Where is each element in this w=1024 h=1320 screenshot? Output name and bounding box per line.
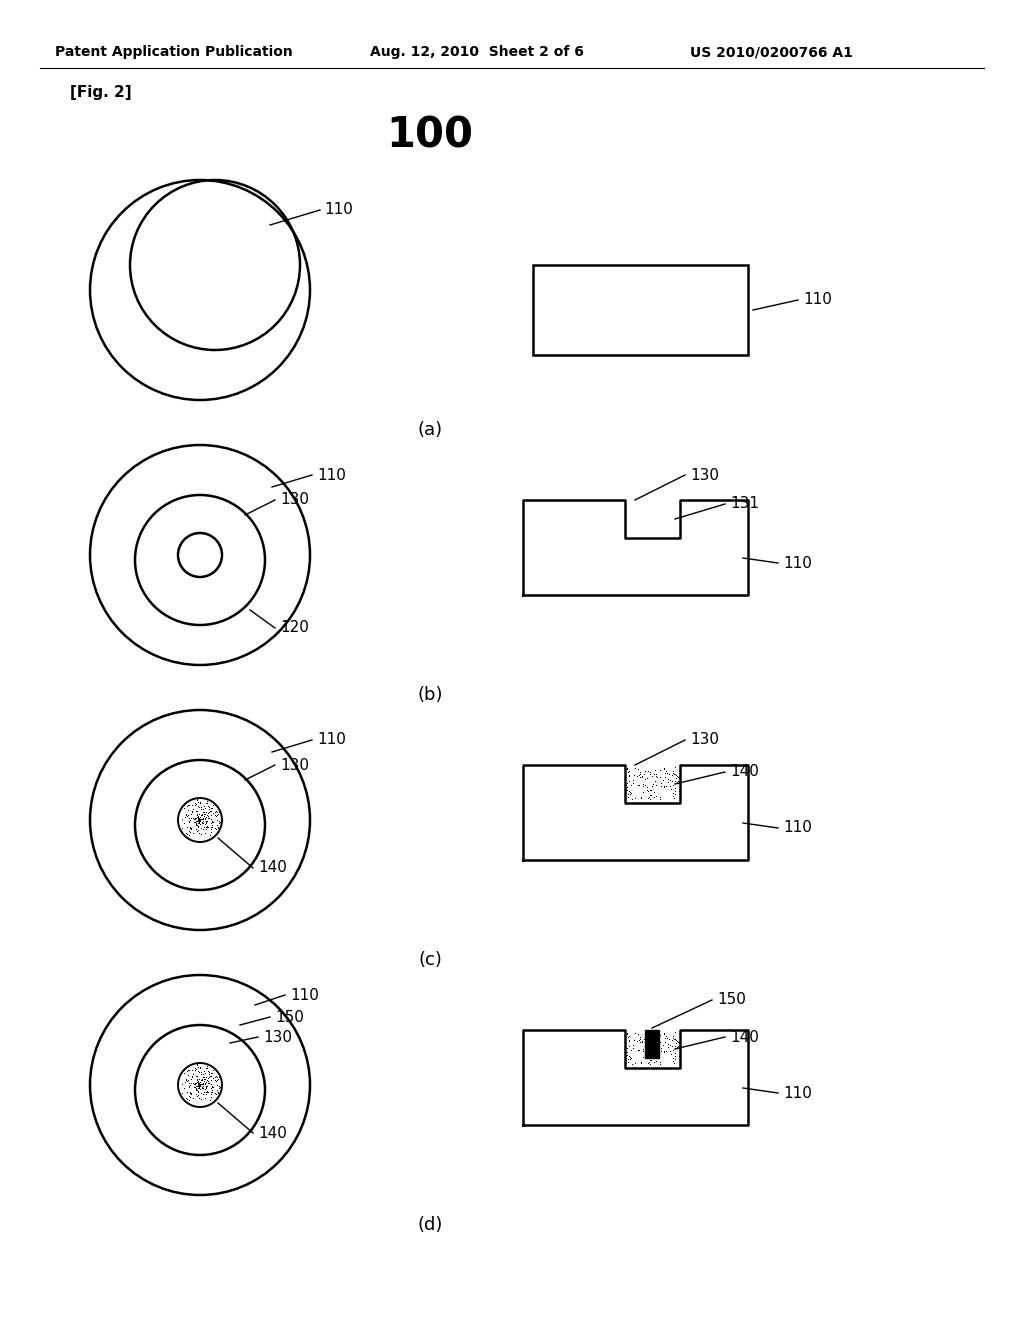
Text: 110: 110 [317,467,346,483]
Text: (b): (b) [417,686,442,704]
Text: [Fig. 2]: [Fig. 2] [70,84,132,99]
Text: (d): (d) [418,1216,442,1234]
Bar [645,1030,659,1059]
Bar [534,265,748,355]
Text: 140: 140 [258,861,287,875]
Text: 110: 110 [803,293,831,308]
Text: 140: 140 [730,764,759,780]
Text: Aug. 12, 2010  Sheet 2 of 6: Aug. 12, 2010 Sheet 2 of 6 [370,45,584,59]
Text: 110: 110 [783,821,812,836]
Text: 110: 110 [317,733,346,747]
Text: (c): (c) [418,950,442,969]
Text: 110: 110 [783,1085,812,1101]
Text: 150: 150 [275,1010,304,1024]
Text: 140: 140 [730,1030,759,1044]
Text: 130: 130 [263,1030,292,1044]
Text: 130: 130 [280,758,309,772]
Text: 130: 130 [280,492,309,507]
Text: 120: 120 [280,620,309,635]
Text: 110: 110 [324,202,353,218]
Text: 110: 110 [290,987,318,1002]
Text: 130: 130 [690,733,719,747]
Text: US 2010/0200766 A1: US 2010/0200766 A1 [690,45,853,59]
Text: 130: 130 [690,467,719,483]
Text: Patent Application Publication: Patent Application Publication [55,45,293,59]
Text: 150: 150 [717,993,745,1007]
Text: (a): (a) [418,421,442,440]
Text: 110: 110 [783,556,812,570]
Text: 131: 131 [730,496,759,511]
Text: 140: 140 [258,1126,287,1140]
Text: 100: 100 [386,114,473,156]
